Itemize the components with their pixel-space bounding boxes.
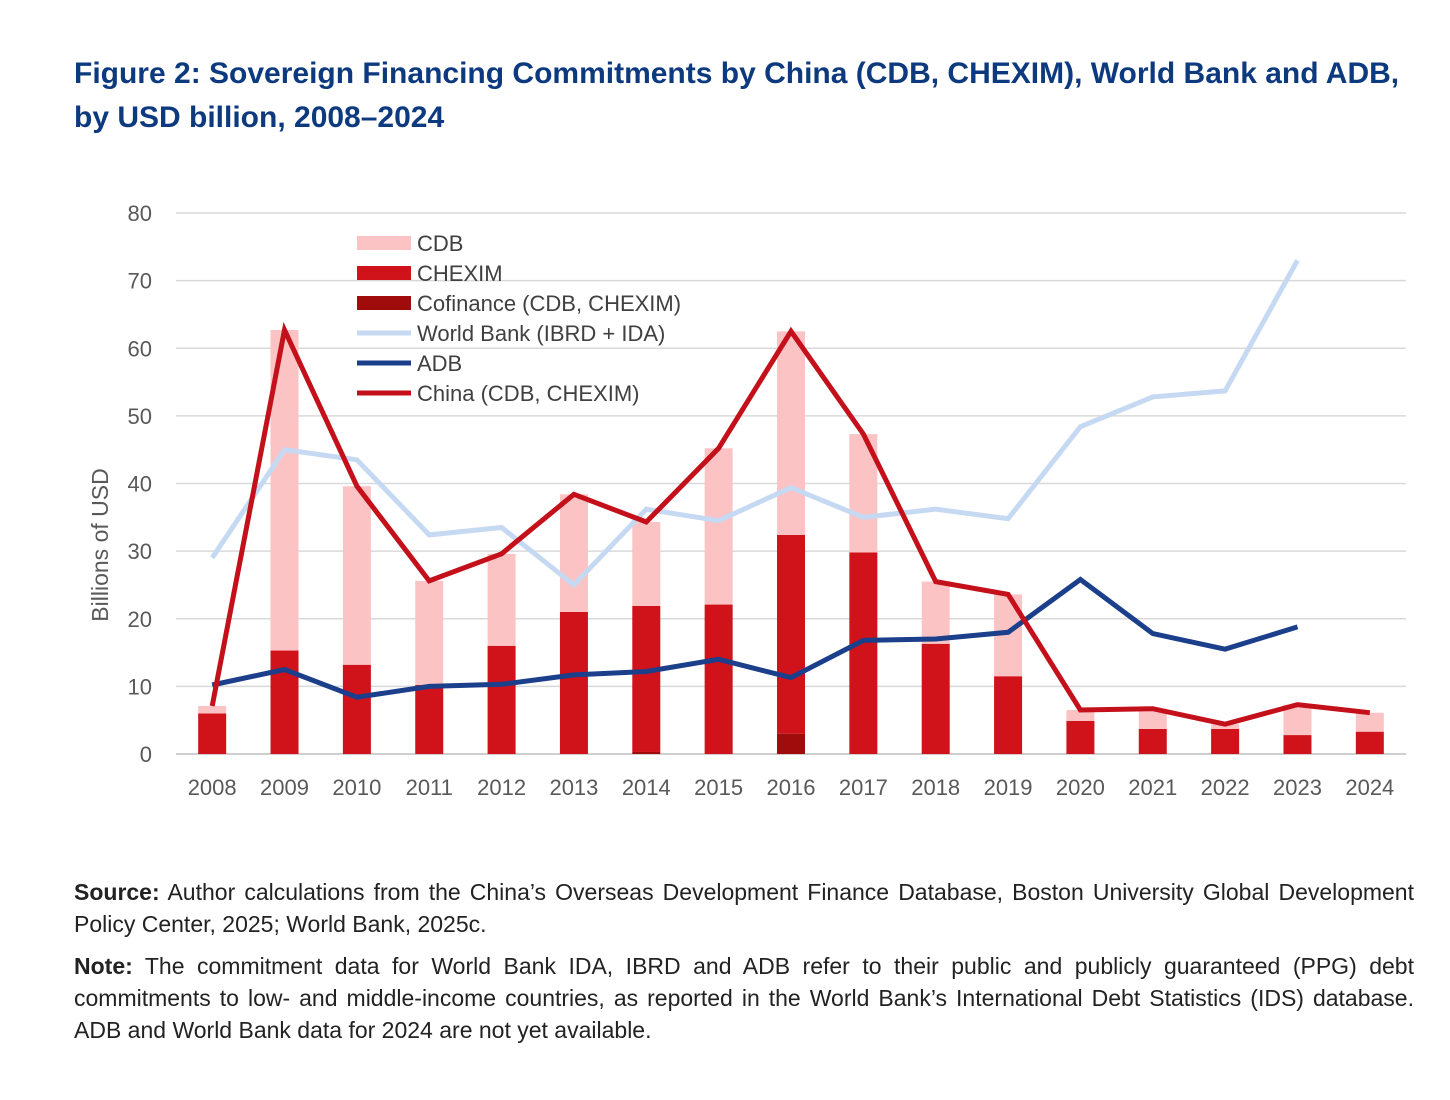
- x-tick-label-2011: 2011: [406, 775, 453, 800]
- x-tick-label-2016: 2016: [767, 775, 816, 800]
- figure-title: Figure 2: Sovereign Financing Commitment…: [74, 57, 1400, 134]
- source-note: Source: Author calculations from the Chi…: [74, 876, 1414, 940]
- source-label: Source:: [74, 879, 160, 905]
- y-tick-label-70: 70: [128, 269, 152, 294]
- bar-cdb-2015: [704, 448, 733, 605]
- y-tick-label-60: 60: [128, 336, 152, 361]
- bar-chexim-2013: [559, 611, 588, 754]
- legend-label-cofinance-cdb-chexim: Cofinance (CDB, CHEXIM): [417, 291, 681, 316]
- legend-swatch-cofinance-cdb-chexim: [357, 296, 411, 310]
- bar-chexim-2011: [415, 685, 444, 754]
- bar-stacks: [198, 329, 1384, 754]
- y-tick-label-80: 80: [128, 201, 152, 226]
- bar-cdb-2013: [559, 494, 588, 612]
- bar-chexim-2008: [198, 713, 227, 754]
- bar-cdb-2020: [1066, 710, 1095, 721]
- x-tick-label-2008: 2008: [188, 775, 237, 800]
- x-tick-label-2023: 2023: [1273, 775, 1322, 800]
- bar-chexim-2014: [632, 605, 661, 752]
- bar-cdb-2010: [342, 486, 371, 665]
- x-tick-label-2022: 2022: [1201, 775, 1250, 800]
- y-axis-ticks: 0 10 20 30 40 50 60 70 80: [128, 201, 152, 767]
- x-tick-label-2020: 2020: [1056, 775, 1105, 800]
- source-text: Author calculations from the China’s Ove…: [74, 879, 1414, 937]
- bar-chexim-2017: [849, 552, 878, 754]
- bar-cdb-2021: [1138, 708, 1167, 729]
- y-tick-label-30: 30: [128, 539, 152, 564]
- y-tick-label-20: 20: [128, 607, 152, 632]
- legend-label-adb: ADB: [417, 351, 462, 376]
- x-tick-label-2015: 2015: [694, 775, 743, 800]
- bar-chexim-2009: [270, 650, 299, 754]
- bar-cdb-2011: [415, 580, 444, 686]
- line-adb: [211, 576, 1299, 700]
- legend-label-chexim: CHEXIM: [417, 261, 503, 286]
- x-tick-label-2009: 2009: [260, 775, 309, 800]
- bar-cofinance-cdb-chexim-2016: [777, 733, 805, 754]
- line-series: [209, 259, 1371, 727]
- bar-chexim-2018: [921, 643, 950, 754]
- bar-chexim-2023: [1283, 735, 1312, 754]
- x-tick-label-2013: 2013: [549, 775, 598, 800]
- bar-cdb-2016: [777, 331, 805, 535]
- legend-label-world-bank-ibrd-ida: World Bank (IBRD + IDA): [417, 321, 665, 346]
- legend-label-china-cdb-chexim: China (CDB, CHEXIM): [417, 381, 639, 406]
- x-axis-ticks: 2008 2009 2010 2011 2012 2013 2014 2015 2016 2017…: [188, 775, 1395, 800]
- bar-chexim-2015: [704, 604, 733, 754]
- bar-chexim-2022: [1211, 728, 1240, 754]
- x-tick-label-2024: 2024: [1345, 775, 1394, 800]
- y-tick-label-50: 50: [128, 404, 152, 429]
- legend-label-cdb: CDB: [417, 231, 463, 256]
- bar-cdb-2008: [198, 705, 227, 714]
- x-tick-label-2021: 2021: [1128, 775, 1177, 800]
- legend-swatch-cdb: [357, 236, 411, 250]
- bar-cdb-2024: [1355, 712, 1384, 732]
- chart-container: 0 10 20 30 40 50 60 70 80 2008 2009 2010 2011 2012 20…: [0, 190, 1450, 820]
- bar-chexim-2010: [342, 664, 371, 754]
- line-world-bank-ibrd-ida: [210, 259, 1300, 589]
- x-tick-label-2017: 2017: [839, 775, 888, 800]
- y-axis-label: Billions of USD: [87, 468, 113, 621]
- y-tick-label-40: 40: [128, 472, 152, 497]
- notes-block: Source: Author calculations from the Chi…: [74, 876, 1414, 1056]
- note-text: The commitment data for World Bank IDA, …: [74, 953, 1414, 1043]
- legend: CDB CHEXIM Cofinance (CDB, CHEXIM) World Ba…: [357, 231, 681, 406]
- line-china-cdb-chexim: [209, 321, 1371, 727]
- note-paragraph: Note: The commitment data for World Bank…: [74, 950, 1414, 1046]
- legend-swatch-chexim: [357, 266, 411, 280]
- x-tick-label-2012: 2012: [477, 775, 526, 800]
- bar-chexim-2016: [777, 534, 805, 734]
- x-tick-label-2010: 2010: [332, 775, 381, 800]
- y-tick-label-0: 0: [140, 742, 152, 767]
- bar-cofinance-cdb-chexim-2014: [632, 751, 661, 754]
- note-label: Note:: [74, 953, 133, 979]
- x-tick-label-2018: 2018: [911, 775, 960, 800]
- bar-cdb-2018: [921, 581, 950, 644]
- bar-chexim-2019: [994, 676, 1023, 754]
- bar-chexim-2021: [1138, 728, 1167, 754]
- bar-cdb-2014: [632, 522, 661, 606]
- x-tick-label-2014: 2014: [622, 775, 671, 800]
- bar-chexim-2012: [487, 645, 516, 754]
- x-tick-label-2019: 2019: [984, 775, 1033, 800]
- bar-cdb-2012: [487, 553, 516, 646]
- bar-chexim-2020: [1066, 720, 1095, 754]
- y-tick-label-10: 10: [128, 674, 152, 699]
- bar-chexim-2024: [1355, 731, 1384, 754]
